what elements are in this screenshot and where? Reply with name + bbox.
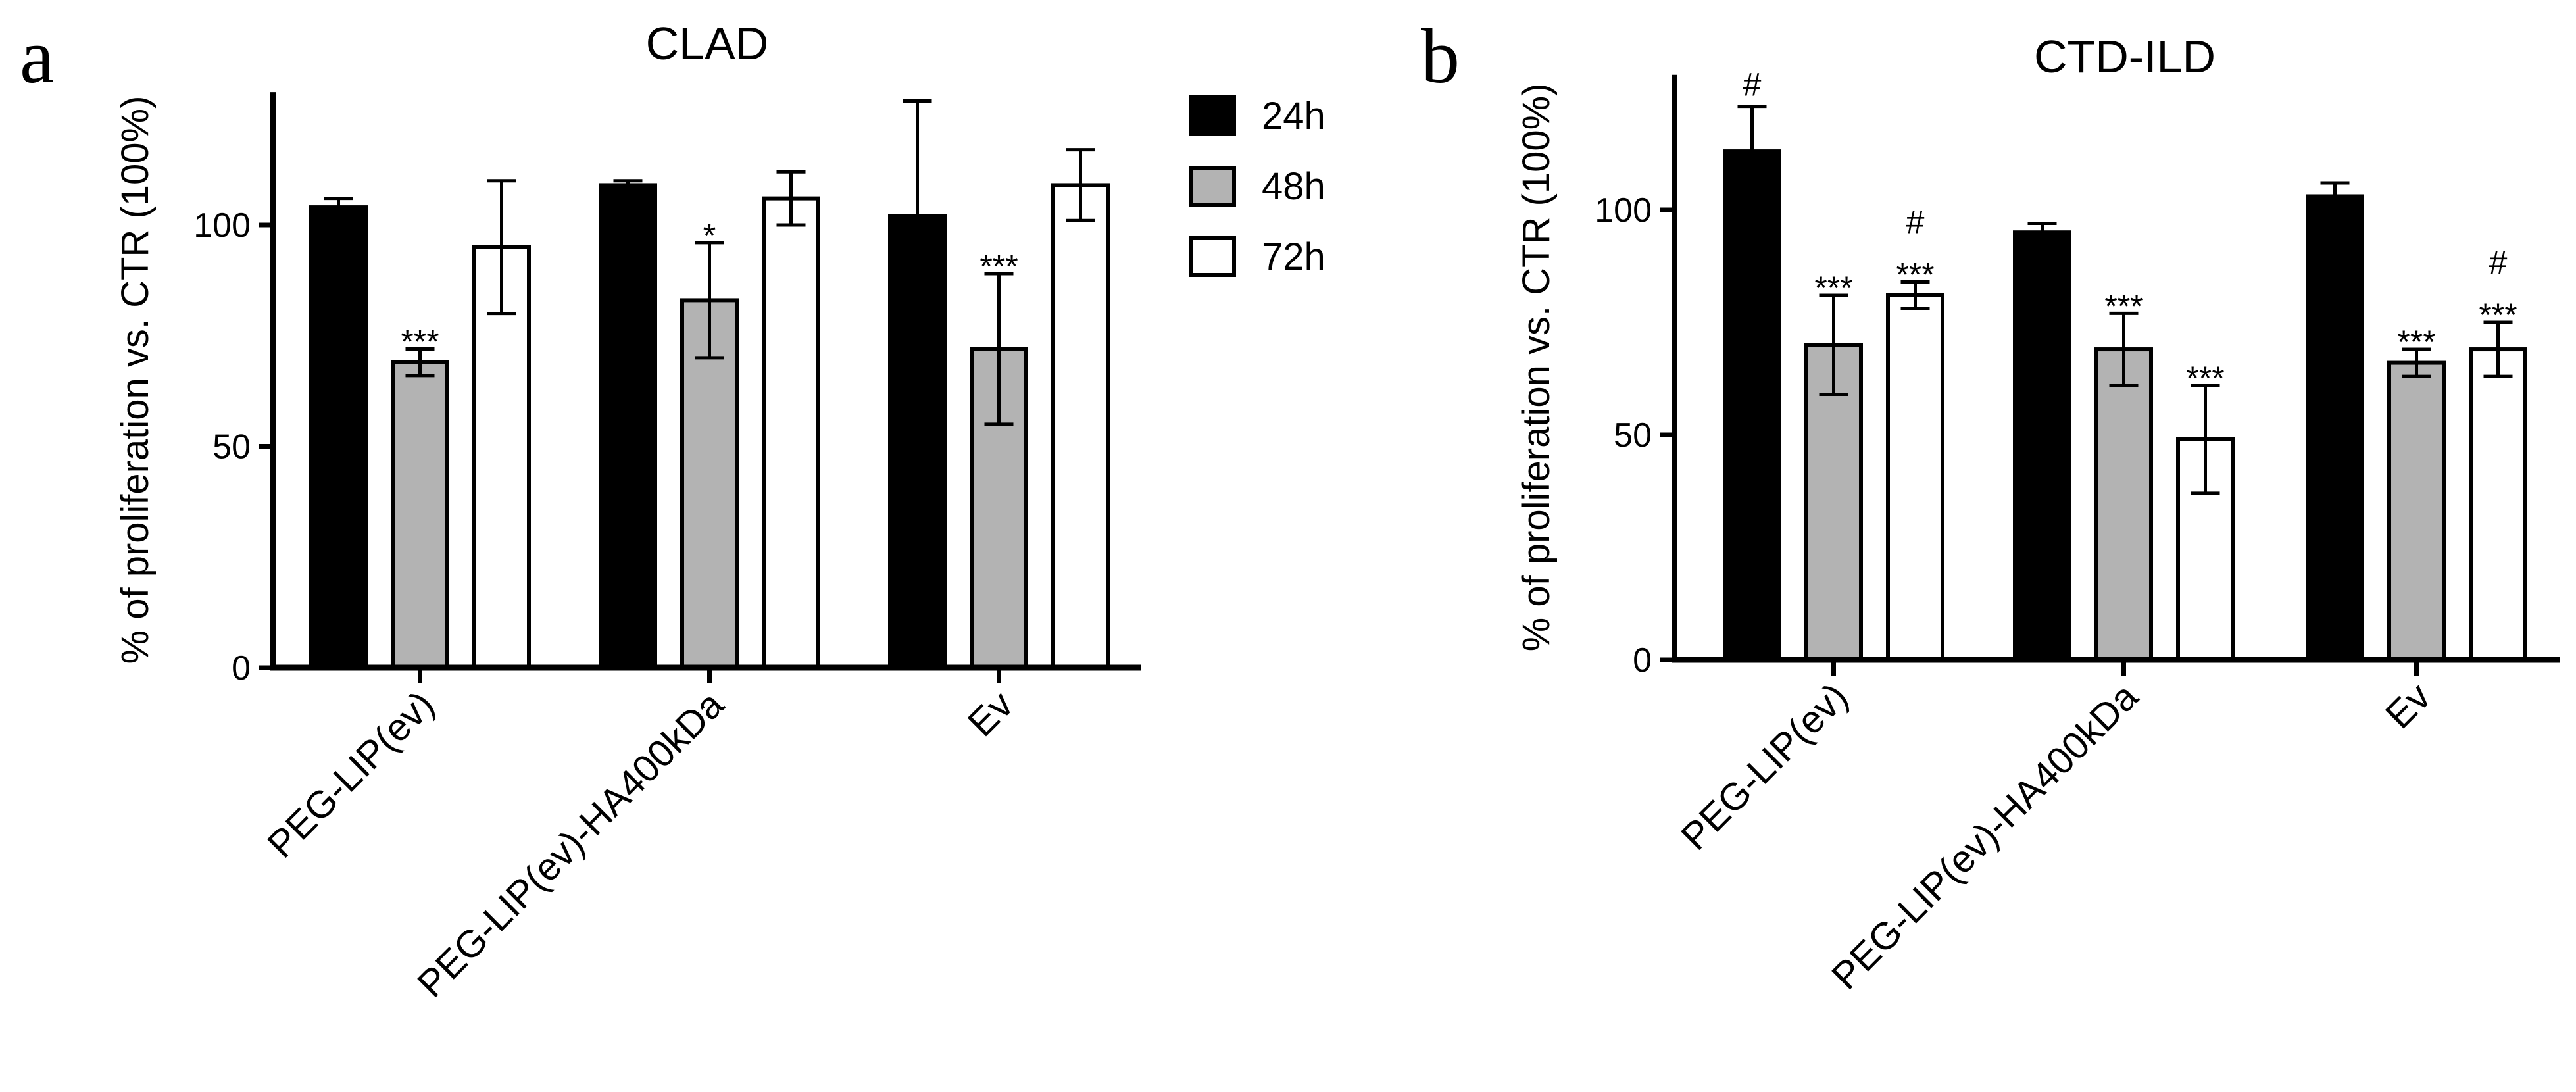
y-axis-title: % of proliferation vs. CTR (100%) xyxy=(1515,83,1558,651)
bar-72h-3 xyxy=(2469,347,2527,662)
x-tick-label: Ev xyxy=(960,683,1022,745)
bar-24h-2 xyxy=(2013,230,2071,662)
legend-label-72h: 72h xyxy=(1262,236,1325,278)
bar-24h-3 xyxy=(2306,194,2364,662)
legend: 24h 48h 72h xyxy=(1189,95,1325,278)
x-tick-label: PEG-LIP(ev) xyxy=(1673,675,1856,858)
y-tick-label: 0 xyxy=(232,649,251,687)
significance-marker: *** xyxy=(2479,297,2517,334)
significance-marker: # xyxy=(1906,203,1925,240)
significance-marker: *** xyxy=(1814,270,1852,307)
bar-72h-1 xyxy=(1886,293,1944,662)
panel-letter: b xyxy=(1421,13,1460,99)
bar-72h-2 xyxy=(762,196,820,670)
significance-marker: *** xyxy=(401,323,439,360)
chart-title: CTD-ILD xyxy=(2034,31,2216,82)
significance-marker: # xyxy=(1743,66,1762,103)
significance-marker: *** xyxy=(2397,324,2435,360)
significance-marker: *** xyxy=(2104,287,2143,324)
bar-48h-2 xyxy=(680,298,739,670)
y-tick-label: 50 xyxy=(1614,416,1652,455)
y-tick-label: 100 xyxy=(1595,191,1652,230)
chart-title: CLAD xyxy=(646,18,769,69)
bar-48h-2 xyxy=(2094,347,2153,662)
y-tick-label: 50 xyxy=(212,428,251,466)
x-tick-label: PEG-LIP(ev)-HA400kDa xyxy=(1823,675,2146,998)
panel-a-clad: a CLAD % of proliferation vs. CTR (100%) 0 5… xyxy=(20,13,1141,1006)
legend-swatch-24h xyxy=(1189,95,1236,136)
legend-swatch-48h xyxy=(1189,166,1236,207)
x-tick-label: PEG-LIP(ev) xyxy=(259,683,442,866)
significance-marker: *** xyxy=(979,248,1018,285)
y-tick-label: 0 xyxy=(1633,641,1652,680)
y-tick-label: 100 xyxy=(193,207,251,245)
bar-48h-3 xyxy=(2387,360,2446,662)
legend-swatch-72h xyxy=(1189,236,1236,277)
x-tick-label: Ev xyxy=(2377,675,2439,737)
bar-24h-1 xyxy=(309,205,368,670)
panel-b-ctd-ild: b CTD-ILD % of proliferation vs. CTR (100%… xyxy=(1421,13,2560,998)
significance-marker: *** xyxy=(1896,256,1934,293)
y-axis-title: % of proliferation vs. CTR (100%) xyxy=(114,96,157,664)
bar-24h-2 xyxy=(599,183,657,670)
legend-label-24h: 24h xyxy=(1262,95,1325,137)
bar-48h-1 xyxy=(391,360,449,670)
panel-letter: a xyxy=(20,13,54,99)
x-tick-label: PEG-LIP(ev)-HA400kDa xyxy=(409,683,732,1006)
significance-marker: * xyxy=(703,217,716,254)
bar-24h-1 xyxy=(1723,149,1781,662)
significance-marker: *** xyxy=(2186,360,2224,397)
legend-label-48h: 48h xyxy=(1262,165,1325,208)
significance-marker: # xyxy=(2489,244,2508,281)
bar-72h-3 xyxy=(1051,183,1110,670)
